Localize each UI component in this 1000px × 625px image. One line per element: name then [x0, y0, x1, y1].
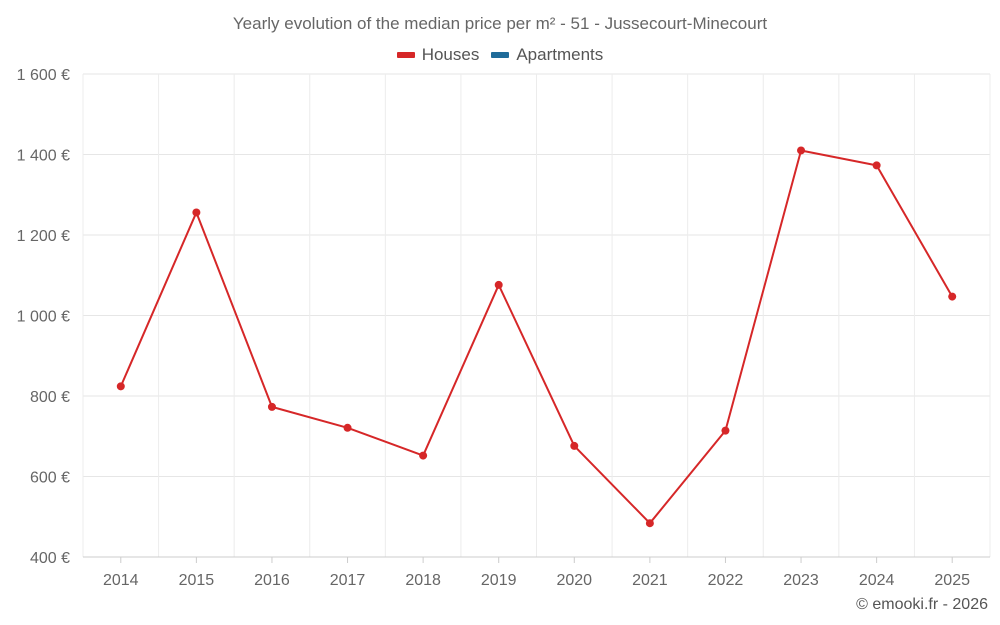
y-tick-label: 1 600 €	[17, 67, 70, 84]
copyright-footer: © emooki.fr - 2026	[856, 596, 988, 613]
y-tick-label: 1 000 €	[17, 309, 70, 326]
legend-item-houses[interactable]: Houses	[396, 45, 480, 65]
x-tick-label: 2019	[481, 572, 517, 589]
data-point-houses[interactable]	[797, 146, 806, 155]
legend-label-apartments: Apartments	[516, 45, 604, 64]
y-tick-label: 800 €	[30, 389, 70, 406]
legend-swatch-houses	[396, 52, 415, 58]
legend-label-houses: Houses	[421, 45, 480, 64]
chart-legend: Houses Apartments	[0, 45, 1000, 65]
series-line-houses	[119, 149, 954, 525]
x-tick-label: 2021	[632, 572, 668, 589]
data-point-houses[interactable]	[116, 382, 125, 391]
x-tick-label: 2025	[934, 572, 970, 589]
y-tick-label: 1 200 €	[17, 228, 70, 245]
x-tick-label: 2016	[254, 572, 290, 589]
chart-title: Yearly evolution of the median price per…	[232, 14, 768, 33]
x-tick-label: 2022	[708, 572, 744, 589]
data-point-houses[interactable]	[948, 292, 957, 301]
y-tick-label: 1 400 €	[17, 148, 70, 165]
x-tick-label: 2015	[179, 572, 215, 589]
x-tick-label: 2023	[783, 572, 819, 589]
y-tick-label: 600 €	[30, 470, 70, 487]
x-tick-label: 2014	[103, 572, 139, 589]
data-point-houses[interactable]	[419, 451, 428, 460]
data-point-houses[interactable]	[343, 423, 352, 432]
data-point-houses[interactable]	[192, 208, 201, 217]
x-tick-label: 2018	[405, 572, 441, 589]
data-point-houses[interactable]	[267, 402, 276, 411]
data-point-houses[interactable]	[721, 426, 730, 435]
data-point-houses[interactable]	[645, 519, 654, 528]
legend-swatch-apartments	[491, 52, 510, 58]
legend-item-apartments[interactable]: Apartments	[491, 45, 603, 65]
x-tick-label: 2024	[859, 572, 895, 589]
data-point-houses[interactable]	[494, 280, 503, 289]
x-tick-label: 2020	[556, 572, 592, 589]
data-point-houses[interactable]	[872, 161, 881, 170]
x-tick-label: 2017	[330, 572, 366, 589]
y-tick-label: 400 €	[30, 550, 70, 567]
data-point-houses[interactable]	[570, 441, 579, 450]
